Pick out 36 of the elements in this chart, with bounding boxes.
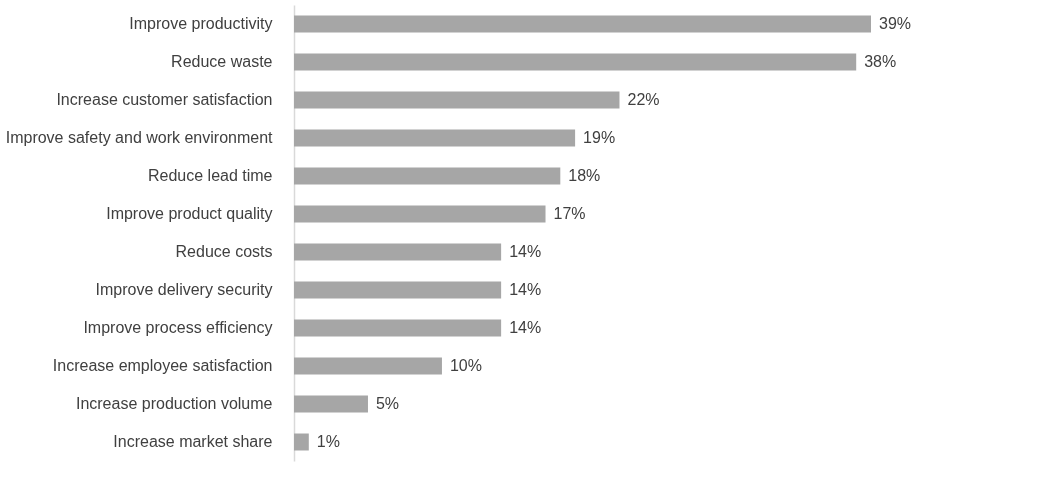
y-tick-label: Improve process efficiency: [83, 319, 273, 336]
bar: [294, 129, 576, 147]
y-tick-label: Improve safety and work environment: [5, 129, 274, 146]
bar: [294, 15, 871, 33]
data-label: 10%: [449, 357, 482, 374]
data-label: 14%: [509, 281, 542, 298]
y-tick-label: Increase production volume: [75, 395, 273, 412]
y-tick-label: Increase employee satisfaction: [52, 357, 273, 374]
bar: [294, 205, 546, 223]
bar: [294, 281, 502, 299]
data-label: 18%: [568, 167, 601, 184]
y-tick-label: Improve product quality: [106, 205, 273, 222]
bar: [294, 91, 620, 109]
bar: [294, 167, 561, 185]
y-tick-label: Increase market share: [113, 433, 273, 450]
y-tick-label: Reduce costs: [175, 243, 273, 260]
y-tick-label: Improve productivity: [129, 15, 273, 32]
bar: [294, 53, 857, 71]
y-tick-label: Improve delivery security: [95, 281, 273, 298]
data-label: 17%: [553, 205, 586, 222]
data-label: 14%: [509, 243, 542, 260]
bar: [294, 433, 309, 451]
data-label: 38%: [864, 53, 897, 70]
bar: [294, 243, 502, 261]
y-tick-label: Reduce lead time: [147, 167, 273, 184]
data-label: 19%: [583, 129, 616, 146]
bar: [294, 357, 442, 375]
data-label: 39%: [879, 15, 912, 32]
data-label: 1%: [316, 433, 340, 450]
data-label: 14%: [509, 319, 542, 336]
bar: [294, 395, 368, 413]
bar: [294, 319, 502, 337]
data-label: 22%: [627, 91, 660, 108]
y-tick-label: Increase customer satisfaction: [56, 91, 273, 108]
data-label: 5%: [375, 395, 400, 412]
y-tick-label: Reduce waste: [171, 53, 273, 70]
